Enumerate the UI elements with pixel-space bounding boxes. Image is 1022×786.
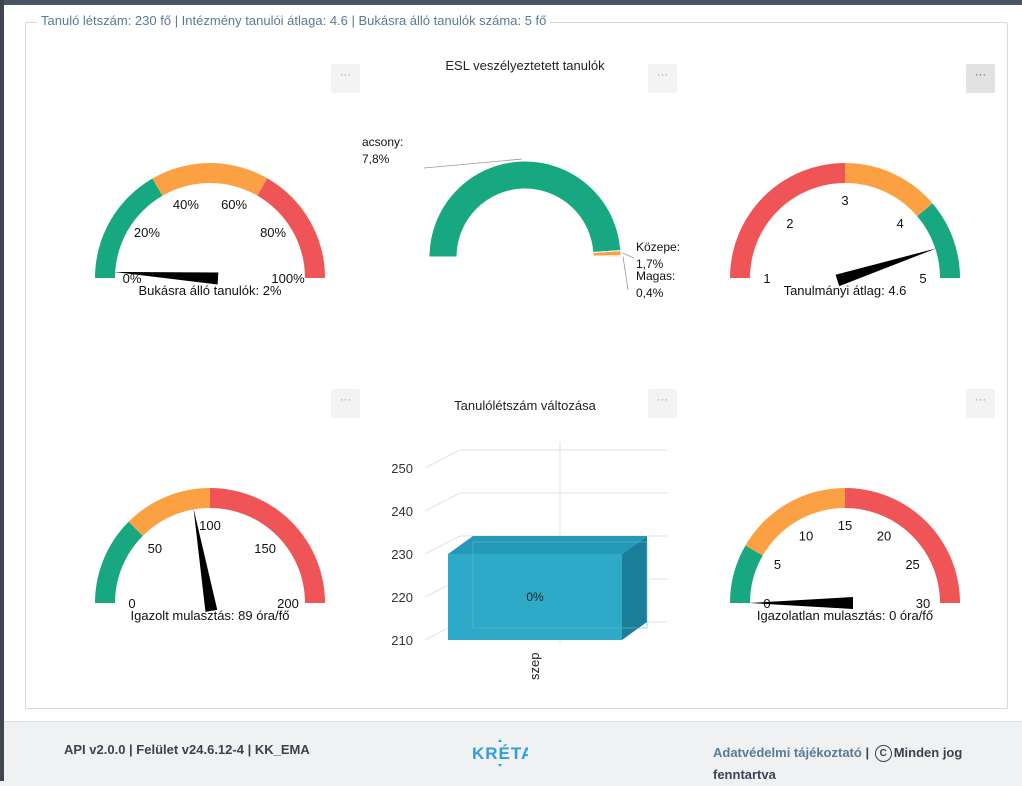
gauge-tanulmanyi-atlag: 1 2 3 4 5 Tanulmányi átlag: 4.6 — [730, 163, 960, 298]
gauge-band-red — [730, 163, 845, 278]
y-tick-label: 210 — [391, 633, 413, 648]
gauge-tick-label: 150 — [254, 541, 276, 556]
gauge-tick-label: 1 — [763, 271, 770, 286]
gauge-band-orange — [128, 488, 210, 536]
menu-dots-icon: ··· — [657, 394, 668, 406]
donut-connector — [622, 252, 635, 259]
donut-label-name: acsony: — [362, 135, 403, 149]
gauge-needle — [114, 271, 219, 285]
privacy-link[interactable]: Adatvédelmi tájékoztató — [713, 745, 862, 760]
gauge-tick-label: 20% — [134, 225, 160, 240]
version-info: API v2.0.0 | Felület v24.6.12-4 | KK_EMA — [64, 742, 310, 757]
copyright-icon: C — [874, 745, 892, 763]
footer-separator: | — [865, 745, 870, 760]
gauge-tick-label: 20 — [877, 528, 891, 543]
chart-menu-button[interactable]: ··· — [331, 64, 360, 93]
footer-links: Adatvédelmi tájékoztató | C Minden jog fe… — [713, 742, 993, 786]
gauge-band-orange — [845, 163, 933, 217]
gauge-tick-label: 5 — [774, 557, 781, 572]
gauge-tick-label: 80% — [260, 225, 286, 240]
gauge-tick-label: 100 — [199, 518, 221, 533]
gauge-value-label: Igazolt mulasztás: 89 óra/fő — [131, 608, 290, 623]
gauge-band-green — [917, 203, 960, 278]
summary-legend: Tanuló létszám: 230 fő | Intézmény tanul… — [37, 13, 551, 29]
gauge-band-red — [257, 178, 325, 278]
left-edge — [0, 0, 4, 781]
chart-menu-button[interactable]: ··· — [966, 389, 995, 418]
bar-chart-title: Tanulólétszám változása — [454, 398, 596, 413]
chart-menu-button[interactable]: ··· — [648, 389, 677, 418]
menu-dots-icon: ··· — [340, 394, 351, 406]
gauge-tick-label: 60% — [221, 197, 247, 212]
x-category-label: szep — [527, 653, 542, 680]
gauge-tick-label: 50 — [148, 541, 162, 556]
gauge-bukasra-allo: 0% 20% 40% 60% 80% 100%Bukásra álló tanulók: … — [95, 163, 325, 298]
y-tick-label: 230 — [391, 547, 413, 562]
donut-connector — [423, 158, 522, 169]
donut-slice-magas[interactable] — [592, 255, 622, 258]
bar-top-face — [448, 536, 647, 554]
y-tick-label: 220 — [391, 590, 413, 605]
gauge-tick-label: 30 — [916, 596, 930, 611]
logo-accent-icon — [498, 739, 502, 767]
footer: API v2.0.0 | Felület v24.6.12-4 | KK_EMA… — [4, 721, 1022, 782]
menu-dots-icon: ··· — [975, 69, 986, 81]
gauge-tick-label: 4 — [897, 216, 904, 231]
gauge-tick-label: 15 — [838, 518, 852, 533]
bar-data-label: 0% — [526, 590, 544, 604]
gauge-tick-label: 100% — [271, 271, 305, 286]
gauge-tick-label: 25 — [905, 557, 919, 572]
gauge-band-green — [95, 178, 163, 278]
gauge-tick-label: 2 — [786, 216, 793, 231]
gauge-band-green — [95, 521, 143, 603]
donut-label-pct: 1,7% — [636, 257, 664, 271]
gauge-band-red — [845, 488, 960, 603]
gauge-tick-label: 5 — [919, 271, 926, 286]
gauge-band-red — [210, 488, 325, 603]
menu-dots-icon: ··· — [657, 69, 668, 81]
gauge-value-label: Bukásra álló tanulók: 2% — [138, 283, 282, 298]
gauge-tick-label: 0% — [123, 271, 142, 286]
top-bar — [0, 0, 1022, 5]
gauge-tick-label: 3 — [841, 193, 848, 208]
gridline — [424, 449, 668, 469]
gauge-tick-label: 40% — [173, 197, 199, 212]
menu-dots-icon: ··· — [340, 69, 351, 81]
menu-dots-icon: ··· — [975, 394, 986, 406]
esl-chart-title: ESL veszélyeztetett tanulók — [445, 58, 605, 73]
gauge-band-orange — [745, 488, 845, 556]
donut-connector — [622, 256, 629, 291]
gauge-tick-label: 200 — [277, 596, 299, 611]
rights-text: Minden jog fenntartva — [713, 745, 963, 782]
gauge-tick-label: 0 — [128, 596, 135, 611]
bar-front-face[interactable] — [448, 554, 622, 640]
gauge-band-orange — [152, 163, 268, 196]
bar-side-face — [622, 536, 647, 640]
donut-label-pct: 0,4% — [636, 286, 664, 300]
gridline — [424, 492, 668, 512]
gauge-needle — [835, 248, 937, 287]
gauge-value-label: Igazolatlan mulasztás: 0 óra/fő — [757, 608, 933, 623]
y-tick-label: 250 — [391, 461, 413, 476]
gauge-igazolatlan-mulasztas: 051015202530Igazolatlan mulasztás: 0 óra… — [730, 488, 960, 623]
gauge-needle — [193, 508, 218, 612]
y-tick-label: 240 — [391, 504, 413, 519]
student-count-bar-chart: 210 220 230 240 250 0% szep — [391, 442, 668, 680]
gauge-band-green — [730, 545, 763, 603]
chart-menu-button[interactable]: ··· — [331, 389, 360, 418]
donut-slice-alacsony[interactable] — [428, 160, 622, 258]
chart-menu-button[interactable]: ··· — [648, 64, 677, 93]
donut-label-name: Magas: — [636, 269, 675, 283]
gauge-tick-label: 10 — [799, 528, 813, 543]
esl-donut-chart: acsony: 7,8% Közepe: 1,7%Magas: 0,4% — [362, 135, 680, 300]
gauge-value-label: Tanulmányi átlag: 4.6 — [784, 283, 907, 298]
bar-back-outline — [472, 541, 648, 629]
donut-label-pct: 7,8% — [362, 152, 390, 166]
donut-label-name: Közepe: — [636, 240, 680, 254]
gauge-needle — [749, 597, 853, 609]
chart-menu-button[interactable]: ··· — [966, 64, 995, 93]
